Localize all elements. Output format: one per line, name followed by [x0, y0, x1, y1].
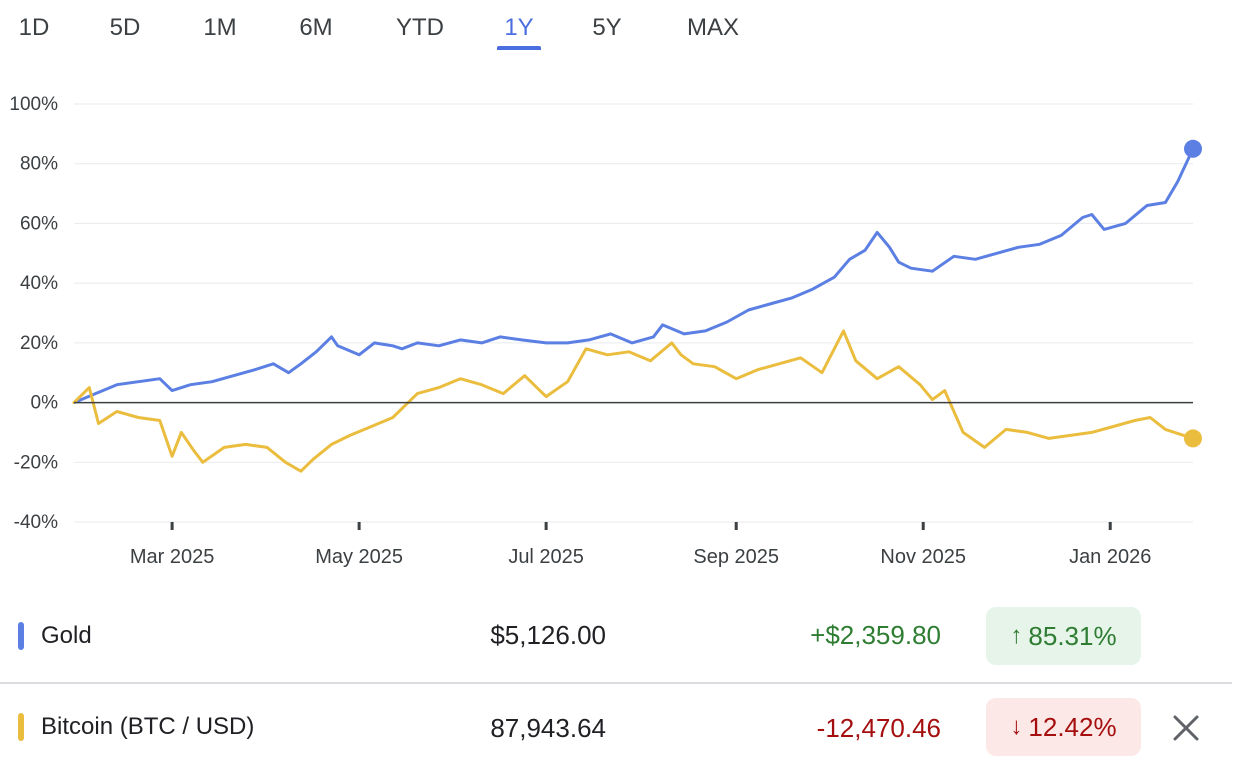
tab-1d[interactable]: 1D — [18, 14, 50, 41]
y-tick-label: -20% — [14, 452, 58, 473]
series-line-bitcoin — [72, 329, 1195, 473]
close-icon[interactable] — [1166, 708, 1206, 748]
comparison-line-chart: 100% 80% 60% 40% 20% 0% -20% -40% Mar 2025 May 20… — [9, 94, 1202, 568]
series-end-point-bitcoin — [1184, 429, 1202, 448]
y-tick-label: 100% — [9, 94, 58, 115]
tab-1m[interactable]: 1M — [203, 14, 237, 41]
tab-ytd[interactable]: YTD — [396, 14, 444, 41]
bitcoin-row[interactable]: Bitcoin (BTC / USD) 87,943.64 -12,470.46… — [0, 684, 1248, 772]
gold-percent: 85.31% — [1028, 620, 1117, 651]
x-tick-label: Nov 2025 — [880, 546, 966, 568]
row-divider — [0, 682, 1232, 684]
arrow-down-icon: ↓ — [1010, 713, 1023, 740]
y-tick-label: 60% — [20, 213, 58, 234]
bitcoin-price: 87,943.64 — [490, 713, 606, 743]
gold-name: Gold — [41, 622, 92, 649]
gold-percent-badge: ↑ 85.31% — [986, 607, 1141, 665]
tab-6m[interactable]: 6M — [299, 14, 333, 41]
y-tick-label: -40% — [14, 512, 58, 533]
x-tick-label: May 2025 — [315, 546, 403, 568]
y-tick-label: 20% — [20, 333, 58, 354]
bitcoin-name: Bitcoin (BTC / USD) — [41, 713, 255, 740]
bitcoin-percent: 12.42% — [1028, 711, 1117, 742]
gold-swatch — [18, 622, 24, 650]
series-line-gold — [72, 147, 1195, 405]
gold-change: +$2,359.80 — [810, 620, 941, 650]
bitcoin-percent-badge: ↓ 12.42% — [986, 698, 1141, 756]
arrow-up-icon: ↑ — [1010, 622, 1023, 649]
tab-max[interactable]: MAX — [686, 14, 740, 41]
bitcoin-swatch — [18, 713, 24, 741]
gold-row[interactable]: Gold $5,126.00 +$2,359.80 ↑ 85.31% — [0, 592, 1248, 680]
y-tick-label: 0% — [31, 393, 59, 414]
range-tabs: 1D 5D 1M 6M YTD 1Y 5Y MAX — [0, 0, 800, 56]
gold-price: $5,126.00 — [490, 620, 606, 650]
series-end-point-gold — [1184, 139, 1202, 158]
tab-5d[interactable]: 5D — [109, 14, 141, 41]
y-tick-label: 40% — [20, 273, 58, 294]
y-tick-label: 80% — [20, 154, 58, 175]
active-tab-indicator — [497, 46, 541, 50]
x-tick-label: Mar 2025 — [130, 546, 215, 568]
tab-5y[interactable]: 5Y — [592, 14, 622, 41]
bitcoin-change: -12,470.46 — [816, 713, 941, 743]
x-tick-label: Sep 2025 — [693, 546, 779, 568]
tab-1y[interactable]: 1Y — [504, 14, 534, 41]
x-tick-label: Jul 2025 — [508, 546, 584, 568]
x-tick-label: Jan 2026 — [1069, 546, 1151, 568]
